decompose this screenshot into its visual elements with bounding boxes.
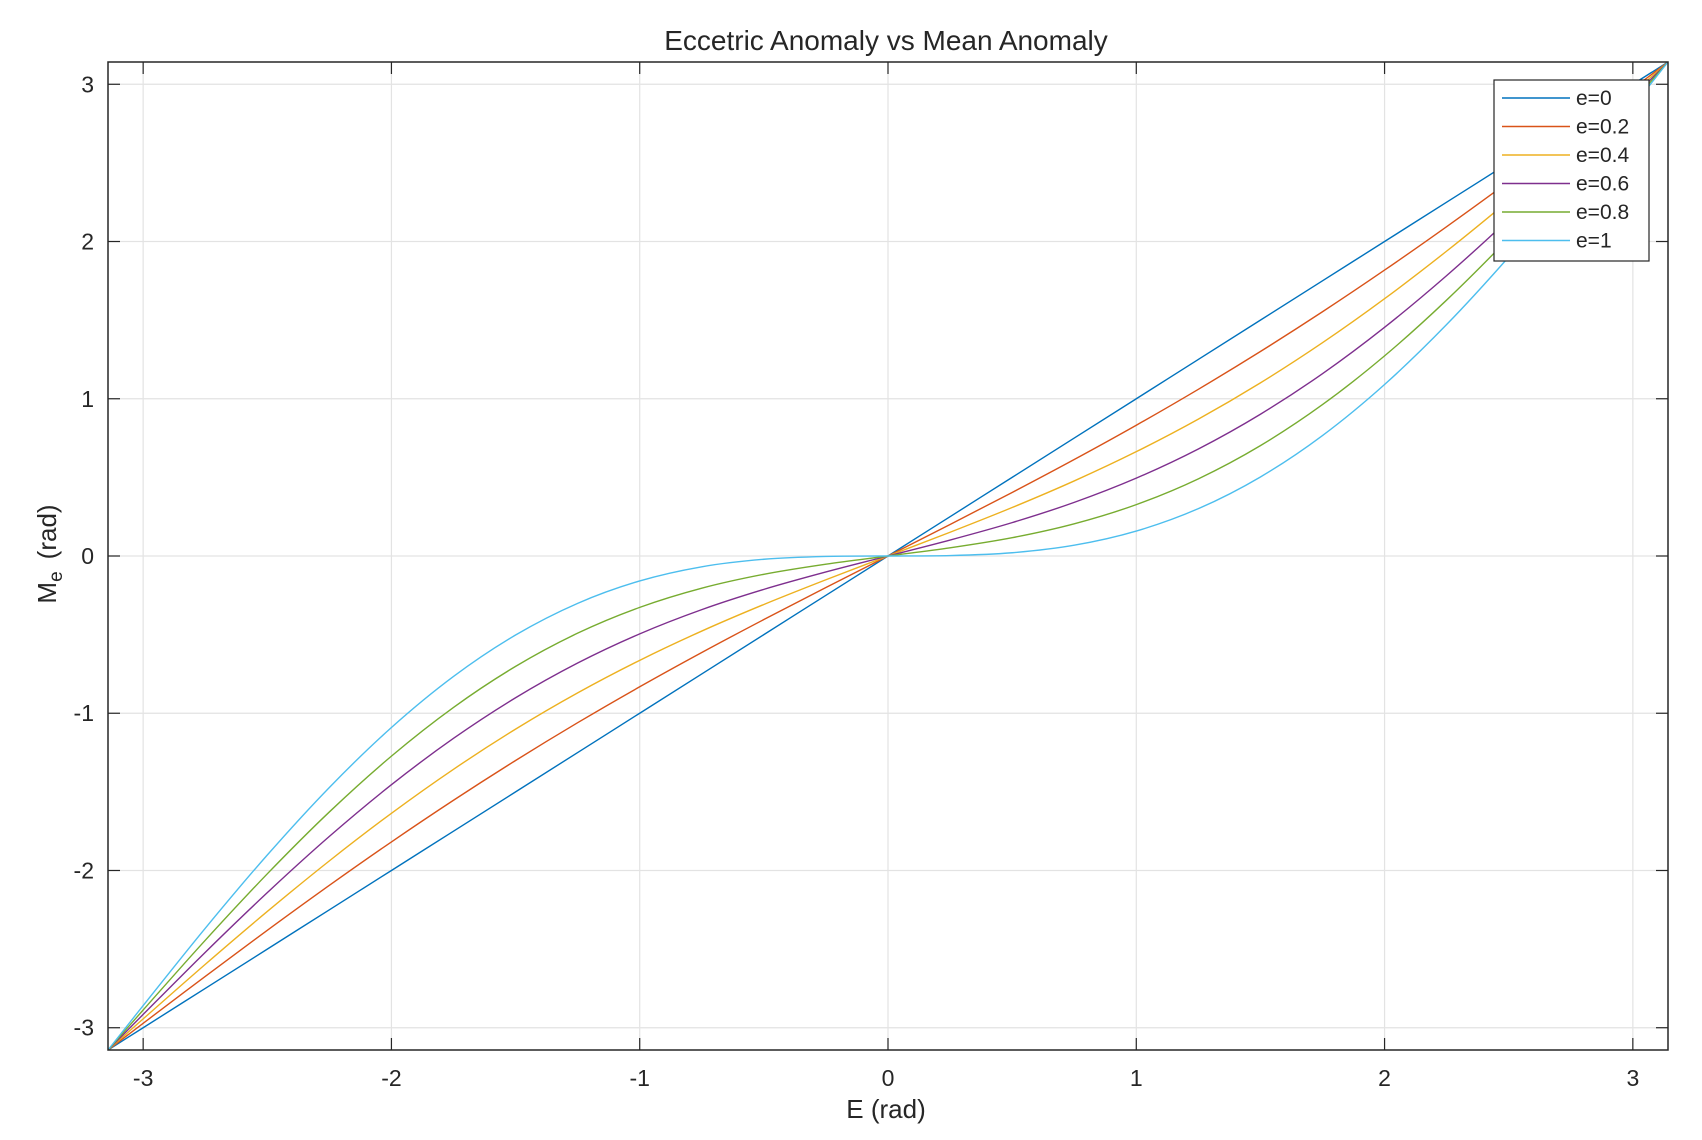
y-axis-label-subscript: e: [46, 571, 67, 582]
y-tick-label: -2: [74, 857, 94, 883]
series-line-5: [107, 61, 1669, 1051]
y-tick-label: 3: [81, 71, 94, 97]
y-tick-label: 1: [81, 386, 94, 412]
chart-title: Eccetric Anomaly vs Mean Anomaly: [664, 25, 1108, 56]
y-tick-label: 2: [81, 229, 94, 255]
x-tick-label: -1: [629, 1065, 649, 1091]
x-tick-label: 3: [1626, 1065, 1639, 1091]
x-tick-label: -2: [381, 1065, 401, 1091]
y-tick-label: 0: [81, 543, 94, 569]
legend-box: [1493, 79, 1650, 262]
x-tick-label: 2: [1378, 1065, 1391, 1091]
y-axis-label-suffix: (rad): [32, 504, 62, 559]
legend-label: e=0.6: [1576, 173, 1629, 196]
x-tick-label: 1: [1130, 1065, 1143, 1091]
legend: e=0 e=0.2 e=0.4 e=0.6 e=0.8 e=1: [1493, 79, 1650, 262]
legend-label: e=0.2: [1576, 116, 1629, 139]
y-tick-label: -1: [74, 700, 94, 726]
axis-ticks: -3 -2 -1 0 1 2 3 -3 -2 -1 0 1 2 3: [74, 62, 1668, 1091]
legend-label: e=0: [1576, 87, 1612, 110]
y-tick-label: -3: [74, 1015, 94, 1041]
y-axis-label-main: M: [32, 582, 62, 604]
legend-label: e=0.4: [1576, 144, 1629, 167]
legend-label: e=0.8: [1576, 201, 1629, 224]
x-axis-label: E (rad): [846, 1094, 925, 1124]
legend-label: e=1: [1576, 230, 1612, 253]
x-tick-label: 0: [882, 1065, 895, 1091]
y-axis-label: Me (rad): [32, 504, 67, 603]
x-tick-label: -3: [133, 1065, 153, 1091]
series-lines: [107, 61, 1669, 1051]
